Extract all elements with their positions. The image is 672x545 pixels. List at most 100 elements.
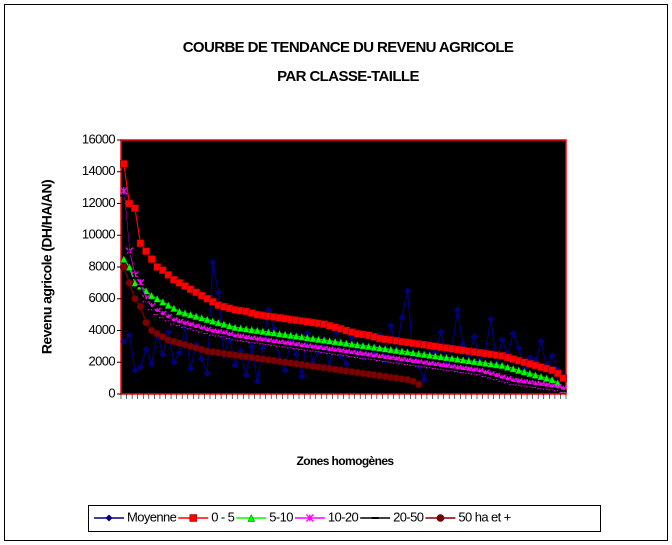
point [314,335,323,343]
point [142,318,150,327]
legend-marker [247,513,256,522]
y-axis-label: Revenu agricole (DH/HA/AN) [39,180,55,354]
point [464,356,473,365]
point [125,331,133,339]
point [292,331,301,340]
point [559,374,567,382]
point [420,376,428,384]
point [175,349,183,357]
point [242,371,250,379]
point [325,336,334,345]
point [164,328,172,336]
point [208,316,217,325]
point [436,352,445,361]
point [347,339,356,348]
legend-marker [189,514,198,522]
point [264,306,272,314]
point [275,329,284,338]
point [186,310,195,319]
point [292,350,300,358]
point [220,320,228,328]
y-tick-label: 2000 [88,354,115,369]
point [164,301,173,309]
point [375,343,384,352]
point [403,347,412,356]
y-tick-label: 10000 [82,227,116,242]
point [498,336,506,344]
point [431,351,440,360]
point [153,294,162,303]
point [520,367,529,376]
point [136,363,144,371]
point [386,345,395,354]
point [548,375,556,384]
point [187,365,195,373]
x-axis-label: Zones homogènes [296,454,394,468]
point [169,304,178,313]
point [442,353,451,362]
point [281,366,289,374]
point [309,334,317,343]
point [225,321,234,330]
point [158,266,167,274]
point [353,340,362,349]
point [203,369,211,377]
y-tick-label: 12000 [82,195,116,210]
point [214,288,222,296]
legend-label: 50 ha et + [458,509,510,524]
point [192,312,200,320]
point [420,350,429,359]
point [253,326,262,335]
point [125,199,134,208]
point [320,335,328,344]
point [253,377,261,385]
point [170,358,178,366]
chart-title: COURBE DE TENDANCE DU REVENU AGRICOLE [183,39,514,56]
point [526,353,534,361]
point [342,339,351,347]
point [487,315,495,323]
point [247,325,256,334]
point [131,204,139,213]
point [198,355,206,363]
point [120,338,128,346]
legend-label: 20-50 [393,509,424,524]
y-tick-label: 8000 [88,258,115,273]
legend-label: 10-20 [328,509,359,524]
y-tick-label: 14000 [82,163,116,178]
point [142,247,150,255]
point [470,357,479,366]
point [281,330,289,339]
point [414,349,423,358]
point [336,338,345,347]
point [164,271,173,279]
point [459,341,467,349]
point [125,279,134,287]
chart-title: PAR CLASSE-TAILLE [277,68,419,85]
legend-marker [105,514,113,522]
point [409,348,417,357]
point [136,239,145,247]
point [158,297,167,306]
point [403,287,411,295]
point [515,344,523,352]
point [364,342,373,351]
point [297,332,306,341]
point [459,355,467,364]
point [414,380,423,389]
point [509,330,517,338]
legend-label: 5-10 [269,509,293,524]
point [514,366,523,374]
point [398,314,406,322]
point [159,350,167,358]
point [542,374,551,382]
point [236,324,245,332]
point [209,258,217,266]
point [537,372,545,381]
point [359,341,367,350]
legend-marker [305,514,314,522]
point [131,366,139,374]
point [454,306,462,314]
point [303,333,312,342]
point [487,359,495,368]
